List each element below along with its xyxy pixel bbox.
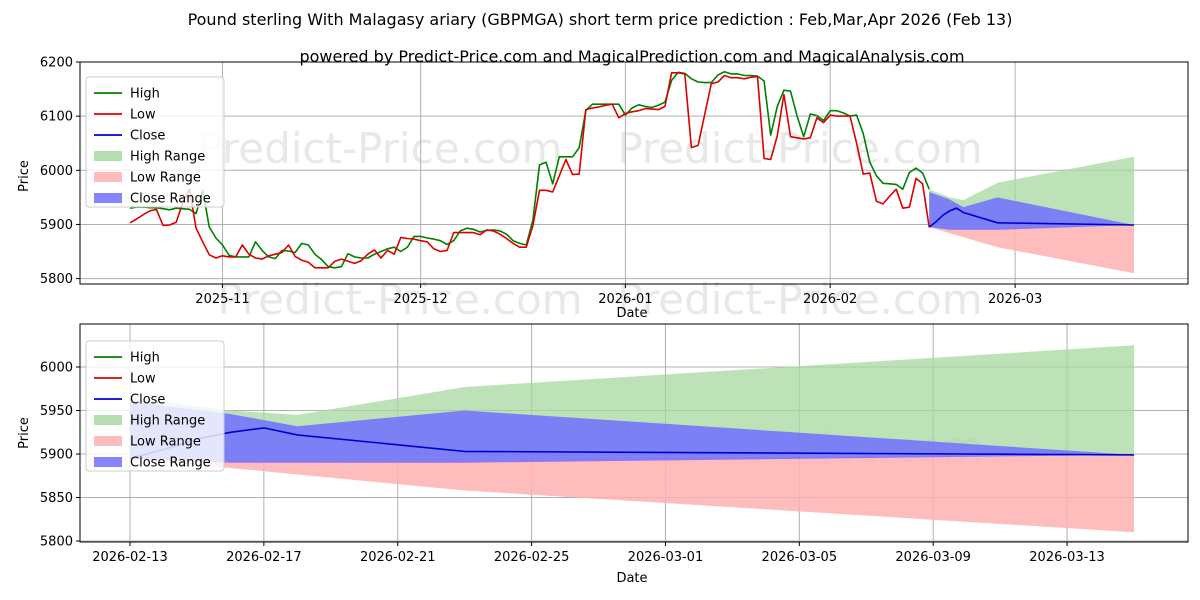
y-tick-label: 5950 (40, 404, 73, 419)
x-tick-label: 2026-02-13 (92, 550, 168, 565)
x-tick-label: 2025-12 (393, 292, 447, 307)
legend-label: High (130, 351, 160, 366)
watermark-text: Predict-Price.com (617, 124, 982, 173)
watermark-text: Predict-Price.com (217, 275, 582, 324)
watermark-text: Predict-Price.com (197, 124, 562, 173)
bottom-ylabel: Price (17, 417, 32, 449)
x-tick-label: 2026-02-17 (226, 550, 302, 565)
close-series-line (928, 207, 1135, 228)
y-tick-label: 5900 (40, 448, 73, 463)
bottom-range-areas (130, 345, 1134, 533)
bottom-axis-ticks: 5800 5850 5900 5950 6000 2026-02-13 2026-02-17… (40, 361, 1105, 566)
close-range-area (130, 401, 1134, 463)
x-tick-label: 2026-02-25 (494, 550, 570, 565)
bottom-legend: High Low Close High Range Low Range Close Ran… (85, 340, 225, 472)
y-tick-label: 6100 (40, 110, 73, 125)
high-series-line (129, 70, 930, 269)
legend-label: Low (130, 108, 156, 123)
x-tick-label: 2026-03-01 (628, 550, 704, 565)
y-tick-label: 6000 (40, 361, 73, 376)
legend-label: High Range (130, 414, 205, 429)
bottom-chart-panel: Predict-Price.com Predict-Price.com 5800… (17, 323, 1189, 586)
legend-patch-swatch (94, 457, 122, 467)
y-tick-label: 6000 (40, 164, 73, 179)
legend-label: Close Range (130, 192, 211, 207)
top-legend: High Low Close High Range Low Range Close Ran… (85, 76, 225, 208)
top-plot-frame (79, 61, 1189, 285)
x-tick-label: 2026-03 (988, 292, 1042, 307)
legend-patch-swatch (94, 415, 122, 425)
legend-label: Low Range (130, 171, 201, 186)
legend-patch-swatch (94, 172, 122, 182)
top-xlabel: Date (616, 306, 647, 321)
x-tick-label: 2026-01 (598, 292, 652, 307)
watermark-text: Predict-Price.com (617, 275, 982, 324)
top-ylabel: Price (17, 160, 32, 192)
top-axis-ticks: 5800 5900 6000 6100 6200 2025-11 2025-12 2026-0… (40, 56, 1042, 308)
y-tick-label: 5900 (40, 218, 73, 233)
legend-patch-swatch (94, 193, 122, 203)
top-watermark: Predict-Price.com Predict-Price.com Pred… (197, 124, 982, 324)
top-series-lines (129, 70, 1135, 269)
chart-title: Pound sterling With Malagasy ariary (GBP… (188, 10, 1013, 29)
legend-label: Close (130, 393, 165, 408)
legend-patch-swatch (94, 436, 122, 446)
y-tick-label: 5850 (40, 491, 73, 506)
x-tick-label: 2026-03-05 (762, 550, 838, 565)
legend-label: High Range (130, 150, 205, 165)
top-chart-panel: Predict-Price.com Predict-Price.com Pred… (17, 56, 1189, 324)
low-range-area (130, 455, 1134, 533)
y-tick-label: 5800 (40, 272, 73, 287)
chart-subtitle: powered by Predict-Price.com and Magical… (299, 47, 964, 66)
top-range-areas (929, 156, 1134, 274)
x-tick-label: 2026-03-09 (895, 550, 971, 565)
close-range-area (929, 192, 1134, 230)
legend-label: Low Range (130, 435, 201, 450)
low-range-area (929, 225, 1134, 274)
bottom-xlabel: Date (616, 571, 647, 586)
x-tick-label: 2026-02-21 (360, 550, 436, 565)
y-tick-label: 6200 (40, 56, 73, 71)
x-tick-label: 2025-11 (195, 292, 249, 307)
legend-patch-swatch (94, 151, 122, 161)
y-tick-label: 5800 (40, 535, 73, 550)
bottom-plot-frame (79, 323, 1189, 543)
x-tick-label: 2026-03-13 (1029, 550, 1105, 565)
legend-label: High (130, 87, 160, 102)
legend-label: Low (130, 372, 156, 387)
legend-label: Close (130, 129, 165, 144)
x-tick-label: 2026-02 (803, 292, 857, 307)
low-series-line (129, 72, 930, 269)
legend-label: Close Range (130, 456, 211, 471)
